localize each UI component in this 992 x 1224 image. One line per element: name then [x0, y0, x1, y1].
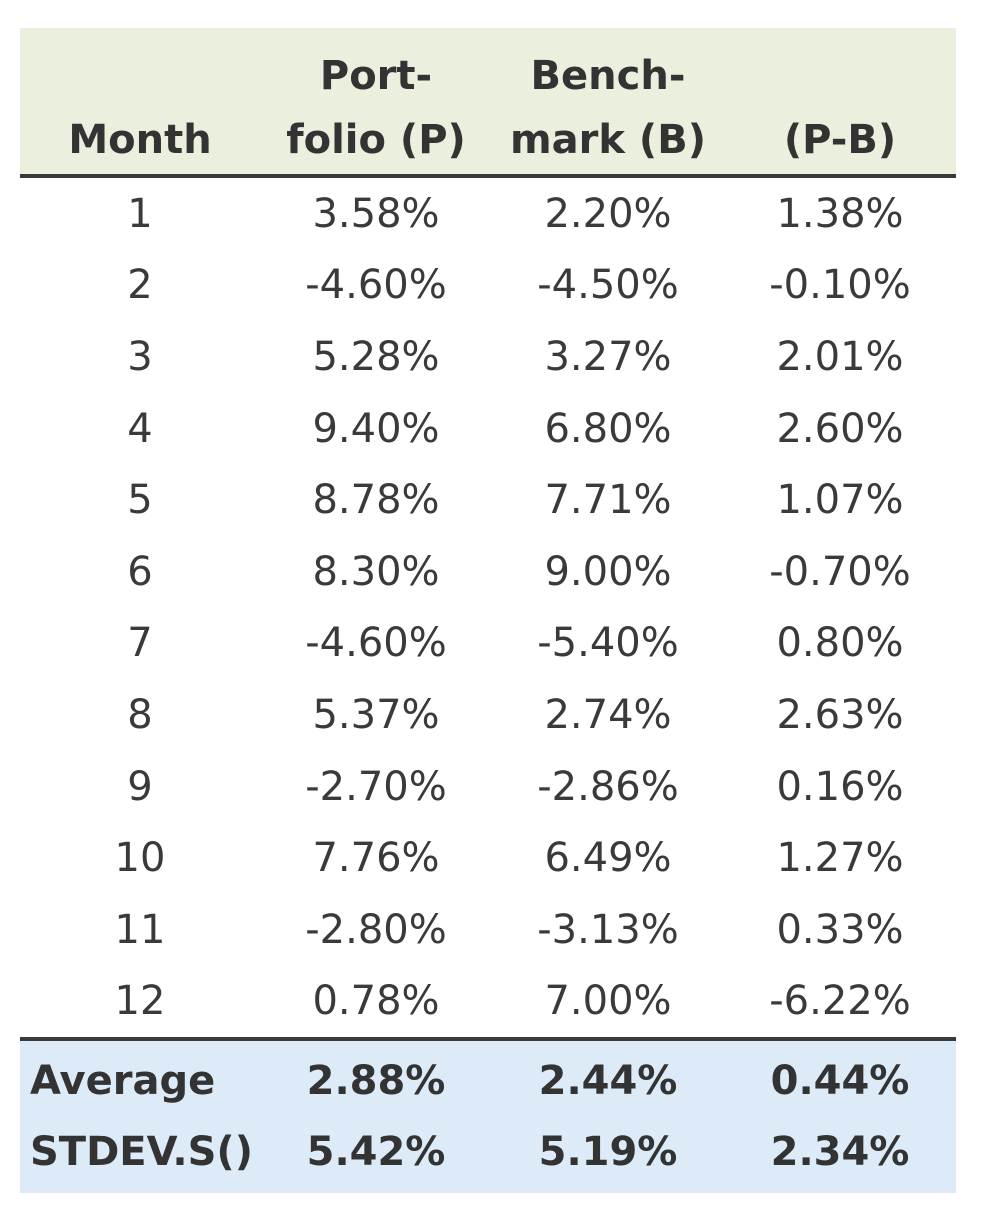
month-cell: 4: [127, 405, 153, 452]
month-cell: 2: [127, 262, 153, 309]
month-cell: 11: [114, 906, 166, 953]
portfolio-cell: 8.78%: [312, 477, 440, 524]
summary-label: STDEV.S(): [30, 1128, 253, 1175]
table-row: 9 -2.70% -2.86% 0.16%: [20, 751, 956, 823]
summary-divider: [20, 1037, 956, 1042]
summary-difference-value: 0.44%: [770, 1057, 910, 1104]
summary-portfolio-value: 5.42%: [306, 1128, 446, 1175]
table-row: 12 0.78% 7.00% -6.22%: [20, 966, 956, 1038]
portfolio-cell: 8.30%: [312, 548, 440, 595]
header-difference-label: (P-B): [783, 117, 897, 163]
portfolio-cell: -2.80%: [305, 906, 447, 953]
month-cell: 3: [127, 333, 153, 380]
portfolio-cell: -4.60%: [305, 262, 447, 309]
summary-benchmark-value: 2.44%: [538, 1057, 678, 1104]
difference-cell: 2.63%: [776, 691, 904, 738]
benchmark-cell: -5.40%: [537, 620, 679, 667]
table-row: 4 9.40% 6.80% 2.60%: [20, 393, 956, 465]
benchmark-cell: 2.20%: [544, 190, 672, 237]
table-row: 8 5.37% 2.74% 2.63%: [20, 679, 956, 751]
table-row: 3 5.28% 3.27% 2.01%: [20, 321, 956, 393]
difference-cell: -0.70%: [769, 548, 911, 595]
benchmark-cell: 7.00%: [544, 978, 672, 1025]
summary-section: Average 2.88% 2.44% 0.44% STDEV.S() 5.42…: [20, 1041, 956, 1194]
portfolio-cell: -4.60%: [305, 620, 447, 667]
portfolio-cell: 7.76%: [312, 835, 440, 882]
portfolio-cell: 5.37%: [312, 691, 440, 738]
portfolio-cell: 3.58%: [312, 190, 440, 237]
portfolio-cell: 9.40%: [312, 405, 440, 452]
month-cell: 10: [114, 835, 166, 882]
summary-row-average: Average 2.88% 2.44% 0.44%: [20, 1045, 956, 1116]
benchmark-cell: 6.80%: [544, 405, 672, 452]
header-benchmark: Bench- mark (B): [492, 42, 724, 172]
table-row: 6 8.30% 9.00% -0.70%: [20, 536, 956, 608]
difference-cell: 2.60%: [776, 405, 904, 452]
difference-cell: 1.27%: [776, 835, 904, 882]
header-benchmark-line2: mark (B): [510, 117, 706, 163]
difference-cell: 0.33%: [776, 906, 904, 953]
month-cell: 6: [127, 548, 153, 595]
summary-portfolio-value: 2.88%: [306, 1057, 446, 1104]
month-cell: 9: [127, 763, 153, 810]
header-benchmark-line1: Bench-: [530, 53, 686, 99]
portfolio-cell: 5.28%: [312, 333, 440, 380]
table-row: 1 3.58% 2.20% 1.38%: [20, 178, 956, 250]
table-row: 10 7.76% 6.49% 1.27%: [20, 822, 956, 894]
table-header: Month Port- folio (P) Bench- mark (B) (P…: [20, 28, 956, 178]
portfolio-cell: 0.78%: [312, 978, 440, 1025]
month-cell: 1: [127, 190, 153, 237]
table-row: 5 8.78% 7.71% 1.07%: [20, 464, 956, 536]
difference-cell: -6.22%: [769, 978, 911, 1025]
difference-cell: 2.01%: [776, 333, 904, 380]
header-portfolio: Port- folio (P): [260, 42, 492, 172]
month-cell: 12: [114, 978, 166, 1025]
benchmark-cell: 7.71%: [544, 477, 672, 524]
table-row: 11 -2.80% -3.13% 0.33%: [20, 894, 956, 966]
returns-table: Month Port- folio (P) Bench- mark (B) (P…: [20, 28, 956, 1194]
table-row: 2 -4.60% -4.50% -0.10%: [20, 250, 956, 322]
difference-cell: 0.16%: [776, 763, 904, 810]
benchmark-cell: -4.50%: [537, 262, 679, 309]
summary-label: Average: [30, 1057, 216, 1104]
table-row: 7 -4.60% -5.40% 0.80%: [20, 608, 956, 680]
difference-cell: 1.07%: [776, 477, 904, 524]
month-cell: 5: [127, 477, 153, 524]
difference-cell: 1.38%: [776, 190, 904, 237]
summary-difference-value: 2.34%: [770, 1128, 910, 1175]
difference-cell: 0.80%: [776, 620, 904, 667]
difference-cell: -0.10%: [769, 262, 911, 309]
header-difference: (P-B): [724, 42, 956, 172]
header-month-label: Month: [68, 117, 212, 163]
summary-benchmark-value: 5.19%: [538, 1128, 678, 1175]
summary-row-stdev: STDEV.S() 5.42% 5.19% 2.34%: [20, 1116, 956, 1187]
benchmark-cell: 6.49%: [544, 835, 672, 882]
benchmark-cell: -3.13%: [537, 906, 679, 953]
table-body: 1 3.58% 2.20% 1.38% 2 -4.60% -4.50% -0.1…: [20, 178, 956, 1037]
month-cell: 8: [127, 691, 153, 738]
benchmark-cell: 9.00%: [544, 548, 672, 595]
benchmark-cell: 3.27%: [544, 333, 672, 380]
portfolio-cell: -2.70%: [305, 763, 447, 810]
month-cell: 7: [127, 620, 153, 667]
header-month: Month: [20, 42, 260, 172]
benchmark-cell: 2.74%: [544, 691, 672, 738]
header-portfolio-line2: folio (P): [286, 117, 466, 163]
benchmark-cell: -2.86%: [537, 763, 679, 810]
header-portfolio-line1: Port-: [319, 53, 433, 99]
